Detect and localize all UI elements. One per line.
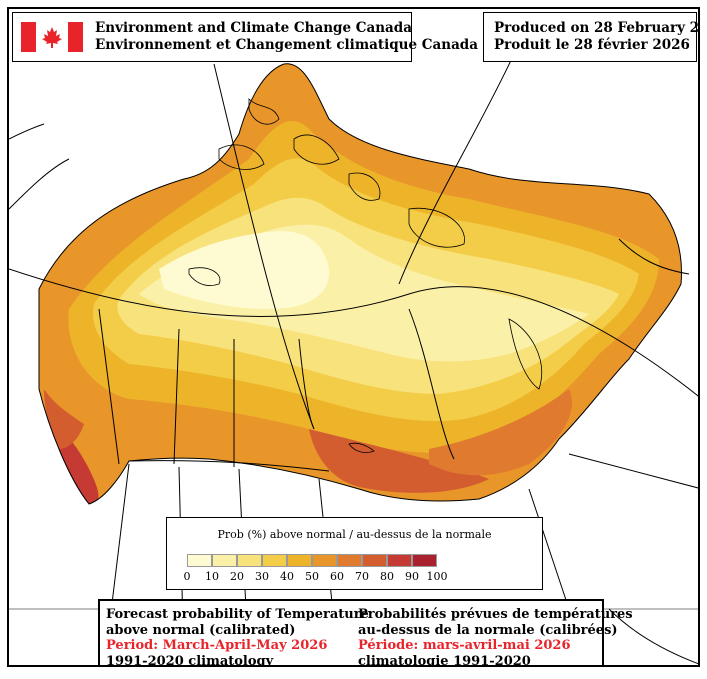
legend-swatch-7 <box>362 554 387 567</box>
legend-swatch-3 <box>262 554 287 567</box>
caption-fr-climatology: climatologie 1991-2020 <box>358 653 531 667</box>
legend-swatch-9 <box>412 554 437 567</box>
caption-english: Forecast probability of Temperature abov… <box>106 607 369 667</box>
legend-tick-label: 10 <box>205 570 219 583</box>
legend-tick-label: 100 <box>426 570 448 583</box>
caption-french: Probabilités prévues de températures au-… <box>358 607 633 667</box>
legend-tick-label: 30 <box>255 570 269 583</box>
legend-tick-label: 70 <box>355 570 369 583</box>
map-frame: Environment and Climate Change Canada En… <box>7 7 700 667</box>
caption-fr-line2: au-dessus de la normale (calibrées) <box>358 622 618 638</box>
caption-en-line1: Forecast probability of Temperature <box>106 607 369 622</box>
arctic-islands <box>188 98 543 453</box>
produced-date-en: Produced on 28 February 2026 <box>494 20 700 36</box>
legend-swatch-4 <box>287 554 312 567</box>
legend-tick-label: 80 <box>380 570 394 583</box>
legend-title: Prob (%) above normal / au-dessus de la … <box>217 528 492 541</box>
legend-tick-label: 0 <box>183 570 191 583</box>
legend-swatch-1 <box>212 554 237 567</box>
agency-header: Environment and Climate Change Canada En… <box>12 12 478 62</box>
legend-swatches <box>187 554 437 567</box>
caption-fr-period: Période: mars-avril-mai 2026 <box>358 638 571 653</box>
legend-swatch-6 <box>337 554 362 567</box>
agency-name-en: Environment and Climate Change Canada <box>95 20 412 36</box>
legend-tick-label: 60 <box>330 570 344 583</box>
legend-tick-label: 90 <box>405 570 419 583</box>
caption-en-period: Period: March-April-May 2026 <box>106 638 328 653</box>
legend-tick-label: 50 <box>305 570 319 583</box>
produced-date-fr: Produit le 28 février 2026 <box>494 37 690 53</box>
caption-fr-line1: Probabilités prévues de températures <box>358 607 633 622</box>
legend-swatch-8 <box>387 554 412 567</box>
probability-legend: Prob (%) above normal / au-dessus de la … <box>166 517 543 590</box>
caption-en-line2: above normal (calibrated) <box>106 622 296 638</box>
legend-tick-label: 20 <box>230 570 244 583</box>
forecast-caption: Forecast probability of Temperature abov… <box>98 599 633 667</box>
forecast-map <box>9 9 698 665</box>
agency-name-fr: Environnement et Changement climatique C… <box>95 37 478 53</box>
legend-swatch-2 <box>237 554 262 567</box>
legend-swatch-5 <box>312 554 337 567</box>
caption-en-climatology: 1991-2020 climatology <box>106 653 274 667</box>
legend-ticks: 0 10 20 30 40 50 60 70 80 90 100 <box>177 570 477 584</box>
legend-swatch-0 <box>187 554 212 567</box>
legend-tick-label: 40 <box>280 570 294 583</box>
canada-flag-icon <box>21 22 83 52</box>
produced-date-box: Produced on 28 February 2026 Produit le … <box>483 12 700 62</box>
